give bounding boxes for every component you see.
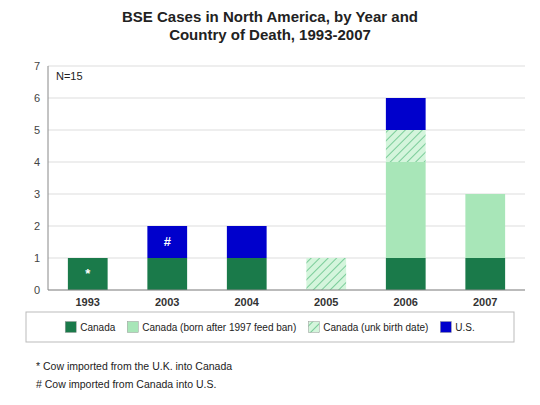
legend-label: Canada (born after 1997 feed ban) bbox=[142, 322, 296, 333]
bar-segment bbox=[386, 162, 426, 258]
bars bbox=[68, 98, 505, 290]
legend-box bbox=[26, 312, 514, 342]
x-tick-label: 2004 bbox=[235, 296, 260, 308]
grid-line bbox=[48, 258, 525, 259]
bar-segment bbox=[227, 258, 267, 290]
bar-segment bbox=[68, 258, 108, 290]
bar-segment bbox=[227, 226, 267, 258]
legend-label: Canada bbox=[80, 322, 115, 333]
bar-segment bbox=[386, 258, 426, 290]
annotation: # bbox=[164, 234, 172, 249]
x-tick-label: 1993 bbox=[76, 296, 100, 308]
legend-swatch bbox=[127, 322, 138, 333]
bar-segment bbox=[68, 258, 108, 259]
legend-items: Canada Canada (born after 1997 feed ban) C… bbox=[65, 322, 475, 333]
title: BSE Cases in North America, by Year andC… bbox=[122, 8, 418, 43]
grid-line bbox=[48, 290, 525, 291]
bar-segment bbox=[465, 194, 505, 195]
bar-segment bbox=[147, 226, 187, 258]
x-tick-label: 2005 bbox=[314, 296, 338, 308]
grid-line bbox=[48, 162, 525, 163]
y-tick-label: 5 bbox=[34, 124, 40, 136]
grid-line bbox=[48, 194, 525, 195]
legend-label: Canada (unk birth date) bbox=[323, 322, 428, 333]
bar-segment bbox=[306, 258, 346, 259]
grid-line bbox=[48, 66, 525, 67]
bar-segment bbox=[465, 194, 505, 195]
bar-segment bbox=[68, 258, 108, 259]
y-tick-label: 2 bbox=[34, 220, 40, 232]
y-tick-label: 1 bbox=[34, 252, 40, 264]
y-tick-label: 0 bbox=[34, 284, 40, 296]
legend-label: U.S. bbox=[455, 322, 474, 333]
title-line: Country of Death, 1993-2007 bbox=[169, 26, 371, 43]
bar-segment bbox=[465, 258, 505, 290]
bar-segment bbox=[386, 98, 426, 130]
legend-swatch bbox=[65, 322, 76, 333]
footnote: # Cow imported from Canada into U.S. bbox=[36, 378, 216, 390]
note: N=15 bbox=[56, 70, 83, 82]
footnote: * Cow imported from the U.K. into Canada bbox=[36, 360, 232, 372]
grid-line bbox=[48, 226, 525, 227]
y-tick-label: 3 bbox=[34, 188, 40, 200]
x-tick-label: 2006 bbox=[394, 296, 418, 308]
bar-segment bbox=[147, 258, 187, 290]
y-tick-label: 4 bbox=[34, 156, 40, 168]
y-axis bbox=[48, 66, 49, 290]
y-tick-label: 6 bbox=[34, 92, 40, 104]
annotation: * bbox=[85, 266, 91, 281]
grid-line bbox=[48, 98, 525, 99]
title-line: BSE Cases in North America, by Year and bbox=[122, 8, 418, 25]
legend: Canada Canada (born after 1997 feed ban) C… bbox=[26, 312, 514, 342]
legend-swatch bbox=[440, 322, 451, 333]
x-tick-label: 2003 bbox=[155, 296, 179, 308]
bar-segment bbox=[465, 194, 505, 258]
y-grid: 0 1 2 3 4 5 6 7 bbox=[34, 60, 525, 296]
bar-segment bbox=[386, 130, 426, 162]
x-axis bbox=[48, 290, 525, 291]
bar-segment bbox=[306, 258, 346, 290]
bar-segment bbox=[68, 258, 108, 259]
chart: BSE Cases in North America, by Year andC… bbox=[0, 0, 540, 405]
x-tick-label: 2007 bbox=[473, 296, 497, 308]
y-tick-label: 7 bbox=[34, 60, 40, 72]
grid-line bbox=[48, 130, 525, 131]
legend-swatch bbox=[308, 322, 319, 333]
